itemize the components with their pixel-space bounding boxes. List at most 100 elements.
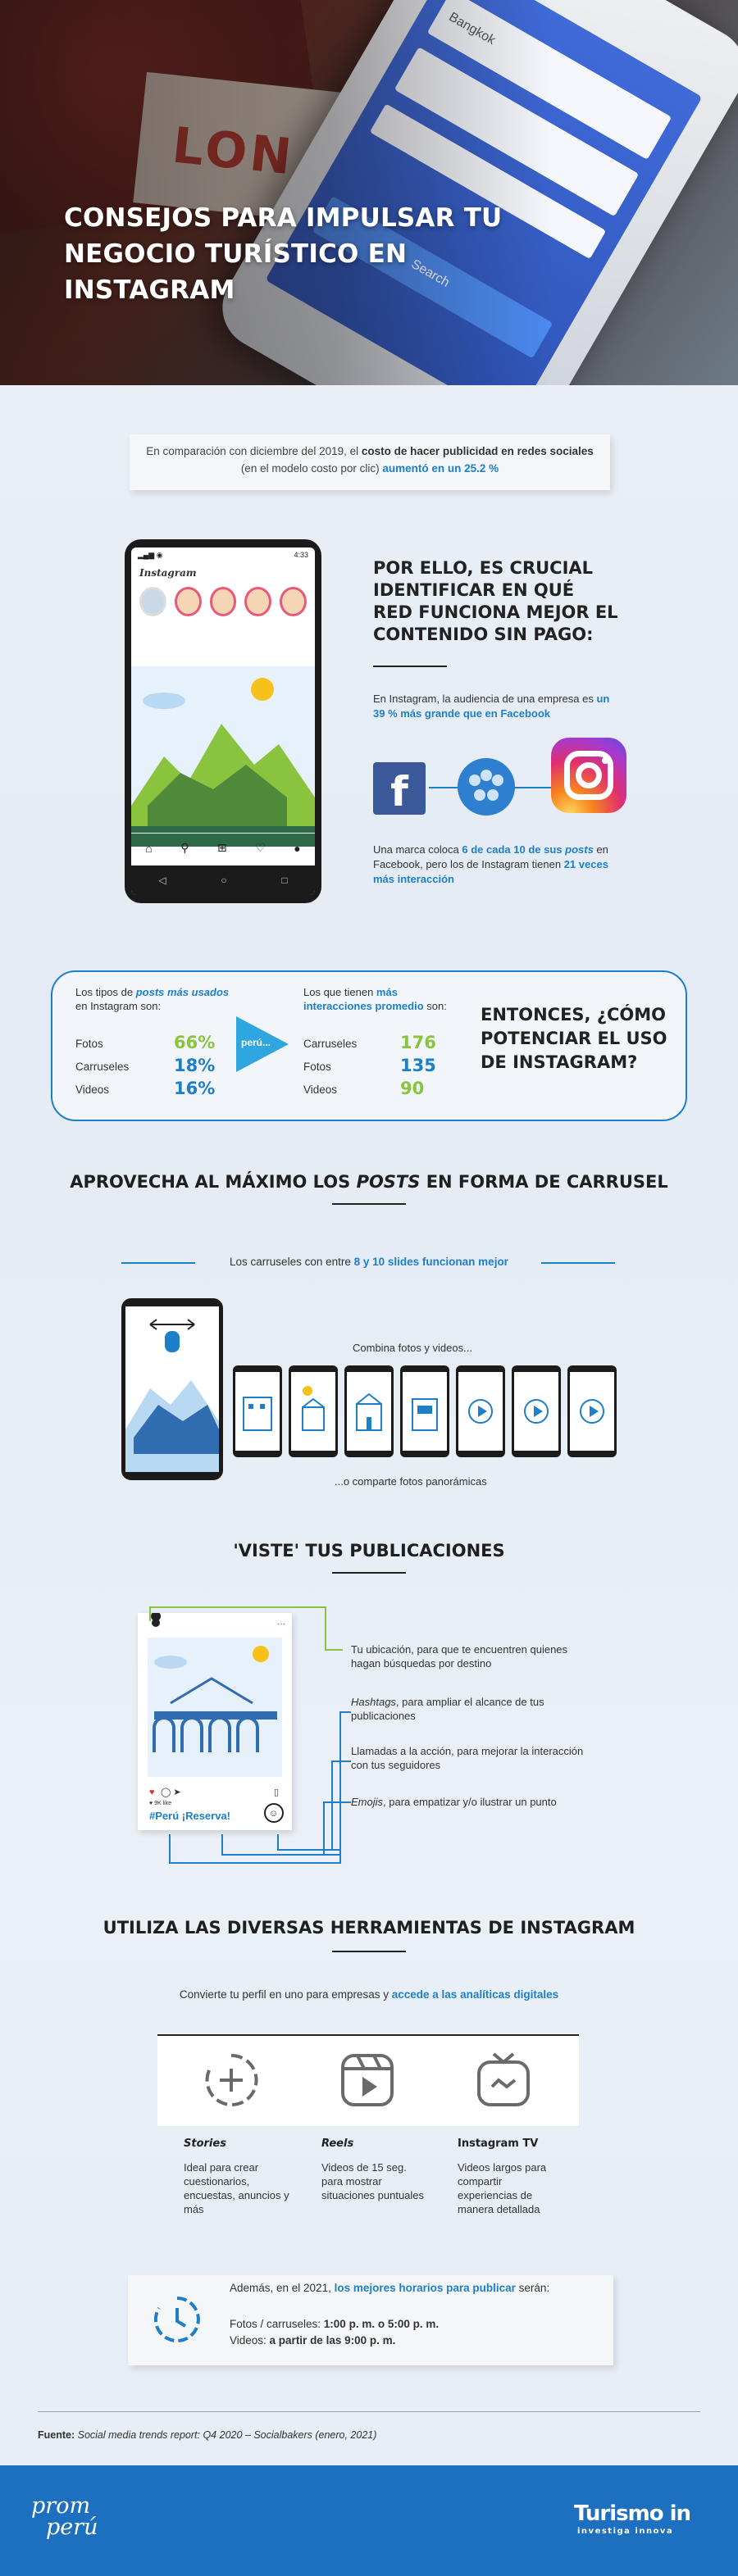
carousel-slide-photo xyxy=(400,1365,449,1457)
schedule-photos: Fotos / carruseles: 1:00 p. m. o 5:00 p.… xyxy=(230,2318,440,2330)
posts-types-title: Los tipos de posts más usados en Instagr… xyxy=(75,986,230,1012)
stat-label: Fotos xyxy=(75,1038,103,1050)
clock-icon xyxy=(153,2297,200,2342)
play-icon xyxy=(580,1399,604,1424)
tools-intro: Convierte tu perfil en uno para empresas… xyxy=(179,1988,559,2001)
stat-label: Videos xyxy=(75,1084,110,1096)
carousel-slide-video xyxy=(567,1365,617,1457)
svg-text:▯: ▯ xyxy=(274,1788,279,1797)
tool-desc: Ideal para crear cuestionarios, encuesta… xyxy=(184,2161,289,2215)
entonces-heading: ENTONCES, ¿CÓMO POTENCIAR EL USO DE INST… xyxy=(481,1005,667,1072)
schedule-intro: Además, en el 2021, los mejores horarios… xyxy=(230,2282,550,2294)
carousel-phone xyxy=(121,1298,223,1480)
story-avatar xyxy=(280,587,307,616)
intro-highlight: aumentó en un 25.2 % xyxy=(382,462,499,475)
page-title: CONSEJOS PARA IMPULSAR TU NEGOCIO TURÍST… xyxy=(64,203,503,305)
schedule-videos: Videos: a partir de las 9:00 p. m. xyxy=(230,2334,396,2347)
turismo-in-tagline: investiga innova xyxy=(577,2527,674,2536)
carousel-slide-video xyxy=(456,1365,505,1457)
instagram-phone-mockup: ▂▄▆ ◉ 4:33 Instagram ⌂ ⚲ ⊞ ♡ xyxy=(125,539,321,903)
emojis-label: Emojis, para empatizar y/o ilustrar un p… xyxy=(351,1796,557,1808)
svg-text:♥ 9K like: ♥ 9K like xyxy=(149,1801,171,1806)
recents-icon: □ xyxy=(281,875,288,886)
crucial-heading: POR ELLO, ES CRUCIAL IDENTIFICAR EN QUÉ … xyxy=(373,558,618,644)
story-avatar xyxy=(209,587,237,616)
story-avatar xyxy=(139,587,166,616)
stat-label: Videos xyxy=(303,1084,338,1096)
divider xyxy=(332,1572,406,1574)
profile-icon: ● xyxy=(294,841,301,855)
divider xyxy=(332,1951,406,1952)
machu-picchu-illustration xyxy=(131,666,315,847)
system-nav-bar: ◁ ○ □ xyxy=(131,865,315,895)
intro-bold: costo de hacer publicidad en redes socia… xyxy=(361,445,594,457)
status-time: 4:33 xyxy=(294,551,308,559)
divider-line xyxy=(121,1262,195,1264)
svg-text:☺: ☺ xyxy=(269,1809,278,1819)
location-label: Tu ubicación, para que te encuentren qui… xyxy=(351,1643,568,1670)
instagram-header: Instagram xyxy=(139,567,197,579)
tool-name: Stories xyxy=(184,2138,226,2150)
stat-value: 135 xyxy=(400,1056,436,1075)
stories-icon xyxy=(205,2053,258,2106)
stat-label: Carruseles xyxy=(75,1061,130,1073)
stat-label: Fotos xyxy=(303,1061,331,1073)
stat-value: 16% xyxy=(174,1079,216,1098)
stories-row xyxy=(131,584,315,620)
stat-label: Carruseles xyxy=(303,1038,358,1050)
peru-arrow-icon xyxy=(236,1016,289,1072)
facebook-logo: f xyxy=(373,762,426,816)
stat-value: 90 xyxy=(400,1079,425,1098)
play-icon xyxy=(524,1399,549,1424)
turismo-in-logo: Turismo in xyxy=(574,2501,691,2526)
home-circle-icon: ○ xyxy=(221,875,227,886)
instagram-nav-bar: ⌂ ⚲ ⊞ ♡ ● xyxy=(131,833,315,862)
arrow-left-connector xyxy=(429,787,473,788)
instagram-post-mockup: ··· ♥ ◯ ➤ ▯ ♥ 9K like ☺ #Perú ¡Reserva! xyxy=(138,1611,292,1830)
svg-text:◯ ➤: ◯ ➤ xyxy=(161,1788,181,1797)
intro-text-mid: (en el modelo costo por clic) xyxy=(240,462,383,475)
hashtags-text: #Perú ¡Reserva! xyxy=(149,1810,230,1822)
search-icon: ⚲ xyxy=(180,841,189,854)
svg-text:♥: ♥ xyxy=(149,1788,155,1797)
hero-overlay xyxy=(0,0,738,385)
panoramic-text: ...o comparte fotos panorámicas xyxy=(335,1475,487,1488)
carousel-slide-photo xyxy=(289,1365,338,1457)
story-avatar xyxy=(244,587,272,616)
divider xyxy=(373,666,447,667)
instagram-logo xyxy=(551,738,626,813)
tool-desc: Videos de 15 seg. para mostrar situacion… xyxy=(321,2161,425,2201)
heart-icon: ♡ xyxy=(255,841,266,854)
carousel-heading: APROVECHA AL MÁXIMO LOS POSTS EN FORMA D… xyxy=(70,1172,668,1192)
promperu-logo: prom perú xyxy=(31,2493,98,2540)
stat-value: 66% xyxy=(174,1033,216,1052)
status-bar: ▂▄▆ ◉ 4:33 xyxy=(138,551,308,559)
intro-box: En comparación con diciembre del 2019, e… xyxy=(130,434,610,490)
add-post-icon: ⊞ xyxy=(216,841,227,854)
carousel-slide-photo xyxy=(344,1365,394,1457)
reels-icon xyxy=(341,2054,394,2106)
tools-heading: UTILIZA LAS DIVERSAS HERRAMIENTAS DE INS… xyxy=(102,1918,636,1938)
cta-label: Llamadas a la acción, para mejorar la in… xyxy=(351,1745,584,1771)
schedule-box xyxy=(128,2275,613,2365)
story-avatar xyxy=(174,587,202,616)
tool-desc: Videos largos para compartir experiencia… xyxy=(458,2161,547,2215)
interactions-title: Los que tienen más interacciones promedi… xyxy=(303,986,447,1012)
audience-highlight: un 39 % más grande que en Facebook xyxy=(373,693,610,720)
carousel-slide-video xyxy=(512,1365,561,1457)
peru-arrow-label: perú... xyxy=(241,1037,271,1048)
intro-text: En comparación con diciembre del 2019, e… xyxy=(146,445,362,457)
igtv-icon xyxy=(477,2052,530,2106)
hashtags-label: Hashtags, para ampliar el alcance de tus… xyxy=(351,1696,544,1722)
tool-name: Reels xyxy=(321,2138,354,2150)
stat-value: 18% xyxy=(174,1056,216,1075)
carousel-note: Los carruseles con entre 8 y 10 slides f… xyxy=(230,1256,508,1268)
brand-interaction-text: Una marca coloca 6 de cada 10 de sus pos… xyxy=(373,843,608,885)
svg-text:···: ··· xyxy=(277,1620,285,1629)
stats-box xyxy=(51,970,687,1121)
audience-text: En Instagram, la audiencia de una empres… xyxy=(373,693,610,720)
footer xyxy=(0,2465,738,2576)
stat-value: 176 xyxy=(400,1033,436,1052)
play-icon xyxy=(468,1399,493,1424)
